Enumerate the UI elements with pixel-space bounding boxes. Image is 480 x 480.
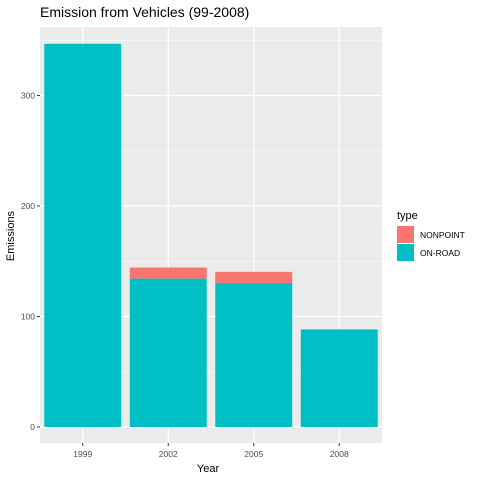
- bar-on-road-2008: [300, 329, 378, 427]
- bar-group: [44, 43, 378, 427]
- bar-nonpoint-2005: [215, 271, 293, 283]
- y-tick-label: 200: [21, 201, 35, 211]
- bar-on-road-2005: [215, 282, 293, 427]
- bar-on-road-2002: [129, 278, 207, 427]
- y-axis-title: Emissions: [5, 210, 17, 261]
- legend-label-on-road: ON-ROAD: [420, 248, 460, 258]
- legend-swatch-nonpoint: [397, 226, 414, 243]
- y-axis: 0 100 200 300: [21, 91, 40, 432]
- x-tick-label-2002: 2002: [159, 449, 178, 459]
- y-tick-label: 300: [21, 91, 35, 101]
- legend-swatch-on-road: [397, 244, 414, 261]
- legend-title: type: [397, 210, 418, 222]
- x-tick-label-2005: 2005: [244, 449, 263, 459]
- x-axis: 1999 2002 2005 2008: [73, 443, 349, 459]
- y-tick-label: 100: [21, 312, 35, 322]
- x-axis-title: Year: [197, 463, 220, 475]
- bar-on-road-1999: [44, 43, 122, 427]
- bar-nonpoint-2002: [129, 267, 207, 279]
- y-tick-label: 0: [30, 422, 35, 432]
- x-tick-label-2008: 2008: [330, 449, 349, 459]
- chart-title: Emission from Vehicles (99-2008): [40, 4, 249, 20]
- x-tick-label-1999: 1999: [73, 449, 92, 459]
- legend-label-nonpoint: NONPOINT: [420, 230, 465, 240]
- legend: type NONPOINT ON-ROAD: [397, 210, 465, 261]
